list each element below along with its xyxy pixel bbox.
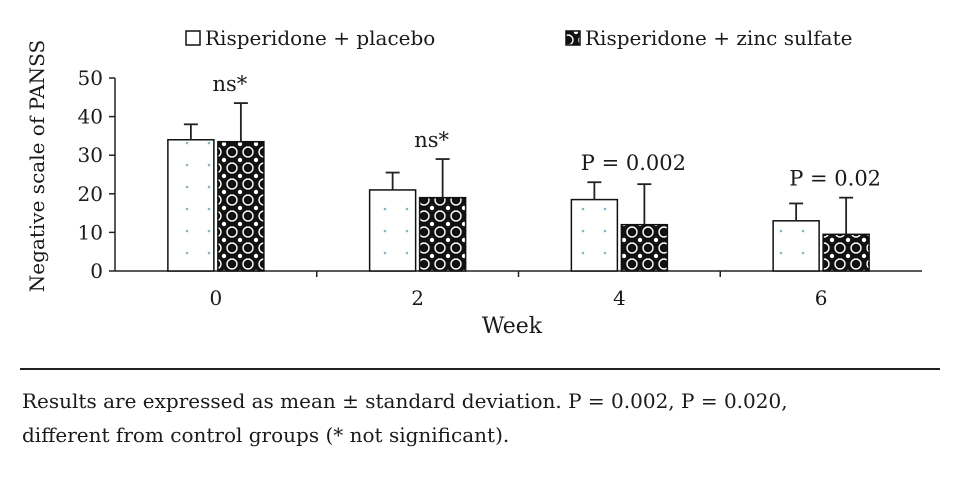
y-tick-label: 20 [78, 182, 103, 206]
y-ticks: 0 10 20 30 40 50 [78, 66, 115, 283]
significance-label: P = 0.002 [581, 151, 686, 175]
y-tick-label: 0 [90, 259, 103, 283]
caption-divider [20, 368, 940, 370]
legend-label-zinc: Risperidone + zinc sulfate [585, 26, 852, 50]
footnote-line-2: different from control groups (* not sig… [22, 423, 510, 447]
bar-zinc-sulfate [217, 140, 265, 272]
bar-chart: Risperidone + placebo Risperidone + zinc… [25, 26, 922, 339]
legend-label-placebo: Risperidone + placebo [205, 26, 435, 50]
bar-zinc-sulfate [822, 233, 870, 272]
bar-zinc-sulfate [620, 223, 669, 272]
y-tick-label: 40 [78, 105, 103, 129]
y-tick-label: 30 [78, 143, 103, 167]
y-tick-label: 10 [78, 220, 103, 244]
chart-footnote: Results are expressed as mean ± standard… [22, 384, 952, 452]
legend-swatch-placebo [185, 30, 201, 46]
x-tick-label: 4 [613, 286, 626, 310]
bar-placebo [368, 189, 417, 272]
significance-label: ns* [212, 72, 247, 96]
significance-labels: ns* ns* P = 0.002 P = 0.02 [212, 72, 881, 191]
bar-zinc-sulfate [418, 196, 467, 272]
y-tick-label: 50 [78, 66, 103, 90]
bars [167, 102, 870, 272]
x-tick-label: 0 [210, 286, 223, 310]
bar-placebo [570, 198, 619, 272]
x-tick-label: 2 [411, 286, 424, 310]
significance-label: P = 0.02 [789, 167, 881, 191]
bar-placebo [167, 139, 215, 272]
x-tick-label: 6 [815, 286, 828, 310]
x-ticks: 0 2 4 6 [210, 271, 828, 310]
legend: Risperidone + placebo Risperidone + zinc… [185, 26, 852, 50]
x-axis-label: Week [482, 314, 543, 339]
y-axis-label: Negative scale of PANSS [25, 40, 49, 292]
legend-swatch-zinc [565, 30, 581, 46]
bar-placebo [772, 220, 820, 272]
significance-label: ns* [414, 128, 449, 152]
footnote-line-1: Results are expressed as mean ± standard… [22, 389, 788, 413]
